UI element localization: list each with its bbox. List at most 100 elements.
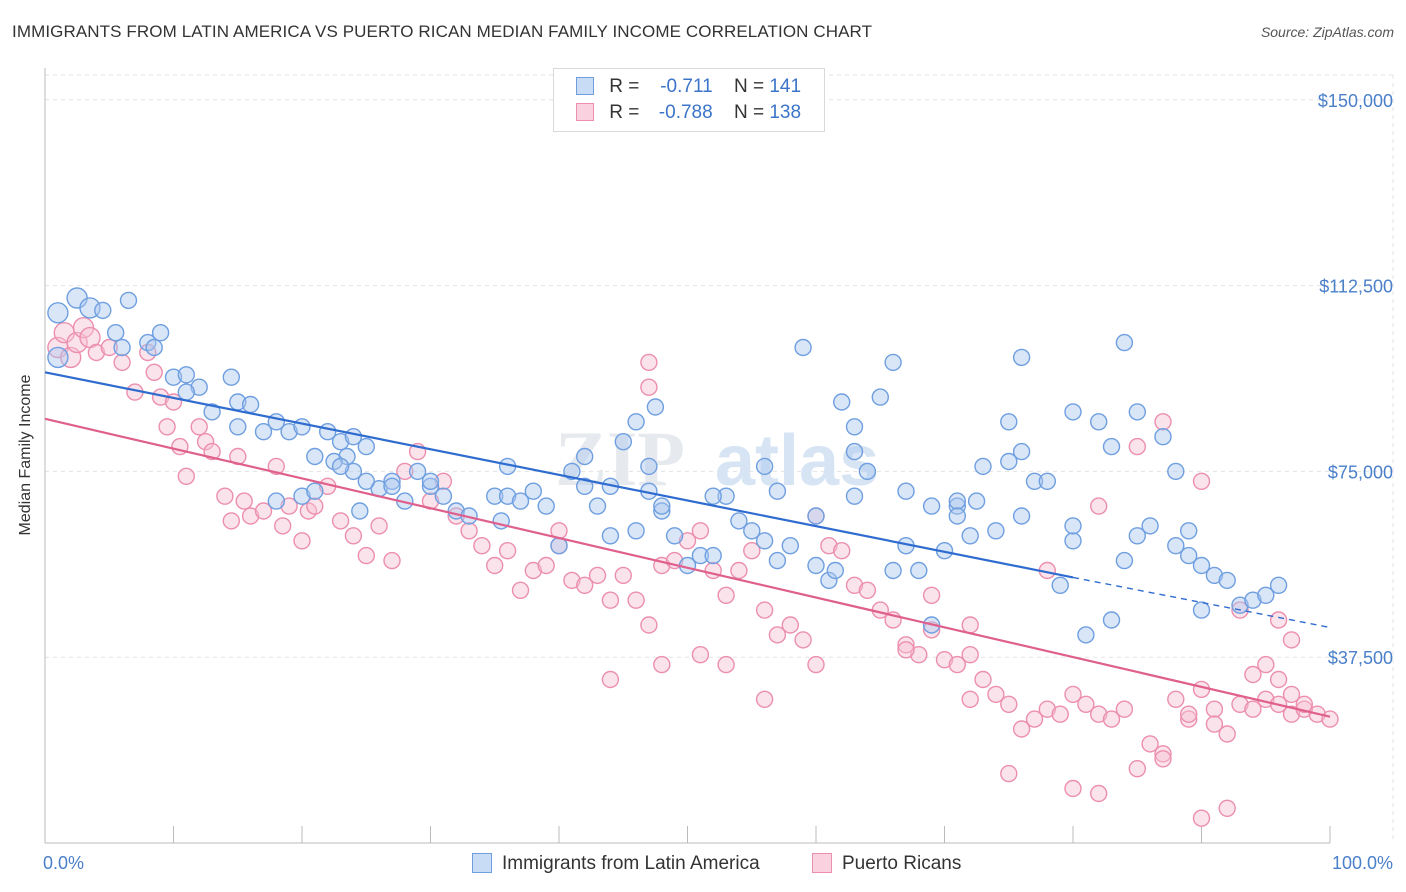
blue-point-133 bbox=[948, 492, 966, 510]
blue-point-60 bbox=[730, 512, 748, 530]
blue-point-137 bbox=[1012, 348, 1031, 367]
blue-point-11 bbox=[164, 368, 183, 386]
blue-point-65 bbox=[794, 338, 812, 357]
pink-point-24 bbox=[241, 507, 260, 525]
pink-point-110 bbox=[1321, 710, 1339, 728]
blue-point-57 bbox=[691, 546, 710, 565]
blue-point-91 bbox=[1115, 551, 1134, 570]
blue-point-92 bbox=[1128, 527, 1147, 545]
pink-point-51 bbox=[563, 571, 581, 590]
blue-point-140 bbox=[922, 497, 941, 515]
pink-point-69 bbox=[794, 631, 812, 649]
blue-point-101 bbox=[1244, 591, 1262, 609]
bottom-legend-puerto-ricans[interactable]: Puerto Ricans bbox=[812, 853, 961, 875]
blue-point-26 bbox=[331, 433, 350, 451]
pink-point-78 bbox=[910, 646, 928, 664]
blue-point-20 bbox=[254, 423, 273, 441]
data-points bbox=[47, 287, 1339, 827]
blue-point-44 bbox=[537, 497, 555, 515]
blue-point-43 bbox=[524, 482, 542, 500]
blue-point-107 bbox=[755, 457, 774, 476]
pink-point-133 bbox=[1064, 779, 1082, 798]
blue-point-64 bbox=[781, 537, 799, 555]
blue-point-112 bbox=[1102, 611, 1121, 629]
blue-point-9 bbox=[113, 338, 131, 357]
pink-point-136 bbox=[1218, 799, 1236, 817]
pink-point-35 bbox=[357, 546, 375, 565]
pink-point-100 bbox=[1192, 680, 1211, 699]
blue-point-22 bbox=[280, 423, 298, 441]
pink-point-8 bbox=[113, 353, 131, 372]
blue-point-18 bbox=[203, 403, 221, 421]
pink-point-98 bbox=[1167, 690, 1185, 708]
blue-point-42 bbox=[511, 492, 530, 510]
pink-point-121 bbox=[640, 378, 658, 396]
blue-point-13 bbox=[190, 378, 208, 396]
pink-point-11 bbox=[145, 363, 163, 381]
pink-point-99 bbox=[1179, 710, 1198, 728]
legend-n-value: 138 bbox=[769, 102, 802, 123]
blue-point-122 bbox=[293, 487, 311, 505]
blue-point-12 bbox=[177, 366, 196, 384]
blue-point-66 bbox=[807, 507, 825, 525]
blue-point-46 bbox=[563, 462, 581, 481]
blue-point-27 bbox=[338, 447, 356, 466]
blue-point-141 bbox=[948, 507, 966, 525]
pink-point-97 bbox=[1154, 745, 1172, 763]
blue-point-70 bbox=[845, 487, 864, 505]
pink-point-29 bbox=[293, 532, 311, 550]
pink-point-128 bbox=[755, 690, 774, 708]
legend-swatch-pink bbox=[576, 103, 594, 121]
pink-point-6 bbox=[87, 343, 106, 362]
blue-point-110 bbox=[1000, 452, 1018, 471]
blue-point-90 bbox=[1102, 437, 1121, 456]
blue-point-108 bbox=[807, 556, 825, 575]
pink-point-47 bbox=[511, 581, 530, 599]
blue-point-78 bbox=[948, 497, 966, 515]
pink-point-49 bbox=[537, 556, 555, 575]
pink-point-25 bbox=[254, 502, 273, 520]
pink-point-132 bbox=[1000, 764, 1018, 783]
pink-point-34 bbox=[344, 527, 363, 545]
blue-point-55 bbox=[665, 527, 684, 545]
blue-point-116 bbox=[421, 472, 440, 490]
pink-point-38 bbox=[396, 462, 414, 481]
blue-point-114 bbox=[1179, 522, 1198, 540]
blue-point-128 bbox=[640, 457, 658, 476]
blue-point-119 bbox=[351, 502, 369, 520]
blue-point-129 bbox=[704, 487, 722, 505]
blue-point-58 bbox=[704, 546, 722, 565]
pink-point-83 bbox=[974, 670, 992, 689]
blue-point-123 bbox=[267, 492, 285, 510]
blue-point-96 bbox=[1179, 546, 1198, 565]
pink-point-125 bbox=[601, 670, 620, 689]
pink-point-56 bbox=[627, 591, 645, 609]
legend-n-label: N = bbox=[733, 76, 765, 97]
pink-point-96 bbox=[1141, 735, 1159, 753]
blue-point-83 bbox=[1012, 442, 1031, 461]
pink-point-135 bbox=[1192, 809, 1211, 827]
pink-point-74 bbox=[858, 581, 877, 599]
pink-point-92 bbox=[1089, 705, 1108, 723]
pink-point-107 bbox=[1282, 705, 1301, 723]
blue-point-19 bbox=[229, 418, 247, 436]
pink-point-46 bbox=[498, 542, 517, 560]
pink-point-144 bbox=[1295, 695, 1314, 713]
bottom-legend-latin-america[interactable]: Immigrants from Latin America bbox=[472, 853, 760, 875]
blue-point-134 bbox=[1012, 507, 1031, 525]
pink-point-117 bbox=[1282, 631, 1301, 649]
legend-r-label: R = bbox=[609, 102, 640, 123]
blue-point-68 bbox=[826, 561, 844, 580]
pink-point-52 bbox=[576, 576, 594, 594]
blue-point-32 bbox=[383, 472, 401, 490]
pink-point-41 bbox=[434, 472, 453, 490]
blue-point-124 bbox=[306, 482, 324, 500]
pink-point-102 bbox=[1218, 725, 1236, 743]
blue-point-135 bbox=[1064, 517, 1082, 535]
pink-point-64 bbox=[730, 561, 748, 580]
x-tick-label-left: 0.0% bbox=[43, 853, 84, 873]
blue-point-3 bbox=[94, 301, 112, 320]
blue-point-24 bbox=[306, 447, 324, 466]
blue-point-81 bbox=[987, 522, 1005, 540]
pink-point-36 bbox=[370, 517, 388, 535]
